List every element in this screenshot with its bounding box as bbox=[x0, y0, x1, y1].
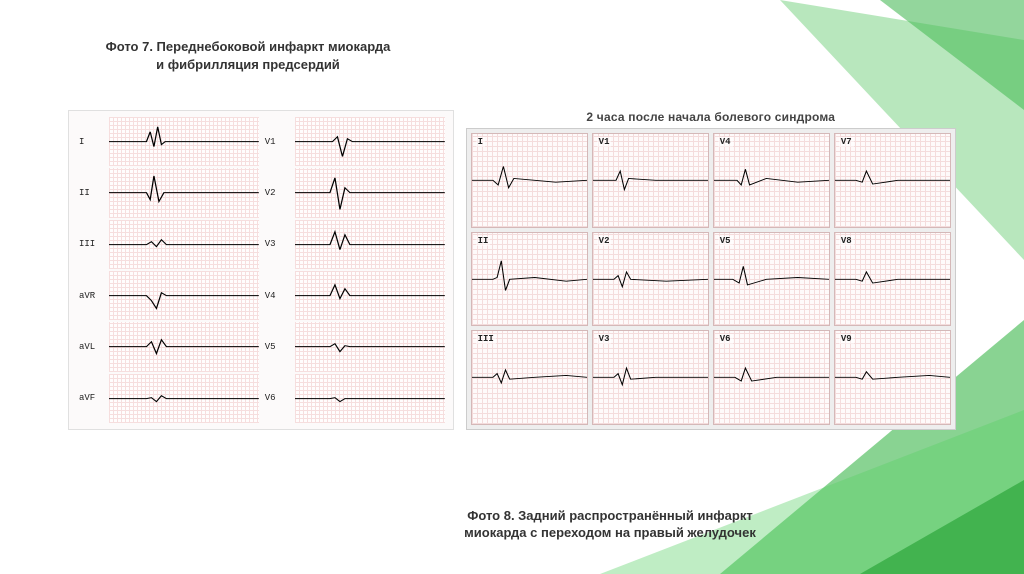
lead-label-v5: V5 bbox=[263, 322, 291, 371]
lead-label-avl: aVL bbox=[77, 322, 105, 371]
ecg-cell-v1: V1 bbox=[592, 133, 709, 228]
ecg-strip-v5 bbox=[295, 322, 445, 371]
ecg-strip-avl bbox=[109, 322, 259, 371]
ecg-cell-iii: III bbox=[471, 330, 588, 425]
lead-label-v4: V4 bbox=[263, 271, 291, 320]
ecg-cell-i: I bbox=[471, 133, 588, 228]
caption-photo-8: Фото 8. Задний распространённый инфарктм… bbox=[430, 507, 790, 542]
lead-label-iii: III bbox=[77, 220, 105, 269]
ecg-cell-v7: V7 bbox=[834, 133, 951, 228]
lead-label-i: I bbox=[77, 117, 105, 166]
ecg-left-12lead: I V1 II V2 III V3 aVR V4 aVL V5 aVF V6 bbox=[68, 110, 454, 430]
ecg-strip-v1 bbox=[295, 117, 445, 166]
lead-label-v3: V3 bbox=[263, 220, 291, 269]
ecg-strip-iii bbox=[109, 220, 259, 269]
ecg-container: IV1IIV2IIIV3aVRV4aVLV5aVFV6 2 часа после… bbox=[68, 110, 956, 430]
ecg-strip-ii bbox=[109, 168, 259, 217]
ecg-strip-avr bbox=[109, 271, 259, 320]
lead-label-avf: aVF bbox=[77, 374, 105, 423]
ecg-cell-v6: V6 bbox=[713, 330, 830, 425]
ecg-cell-v5: V5 bbox=[713, 232, 830, 327]
ecg-right-heading: 2 часа после начала болевого синдрома bbox=[466, 110, 956, 124]
lead-label-v1: V1 bbox=[263, 117, 291, 166]
ecg-strip-v3 bbox=[295, 220, 445, 269]
ecg-cell-v9: V9 bbox=[834, 330, 951, 425]
ecg-cell-ii: II bbox=[471, 232, 588, 327]
lead-label-v6: V6 bbox=[263, 374, 291, 423]
ecg-strip-avf bbox=[109, 374, 259, 423]
ecg-right-grid: IV1V4V7 IIV2V5V8 IIIV3V6V9 bbox=[466, 128, 956, 430]
ecg-strip-v6 bbox=[295, 374, 445, 423]
lead-label-ii: II bbox=[77, 168, 105, 217]
ecg-strip-i bbox=[109, 117, 259, 166]
ecg-strip-v4 bbox=[295, 271, 445, 320]
ecg-cell-v2: V2 bbox=[592, 232, 709, 327]
ecg-cell-v3: V3 bbox=[592, 330, 709, 425]
caption-photo-7: Фото 7. Переднебоковой инфаркт миокардаи… bbox=[78, 38, 418, 73]
ecg-cell-v4: V4 bbox=[713, 133, 830, 228]
ecg-right-panel: 2 часа после начала болевого синдрома IV… bbox=[466, 110, 956, 430]
ecg-strip-v2 bbox=[295, 168, 445, 217]
lead-label-avr: aVR bbox=[77, 271, 105, 320]
lead-label-v2: V2 bbox=[263, 168, 291, 217]
ecg-cell-v8: V8 bbox=[834, 232, 951, 327]
